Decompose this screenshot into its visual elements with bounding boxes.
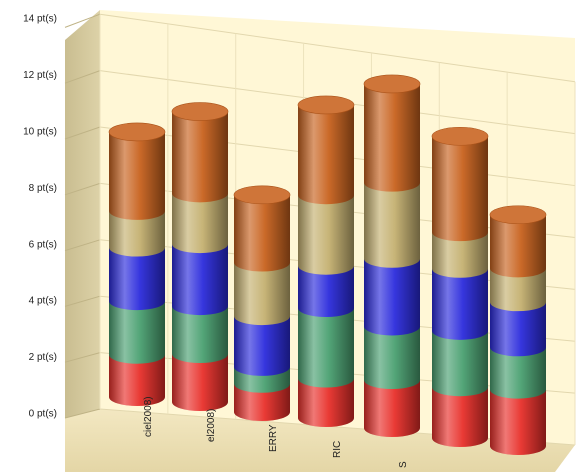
side-grid-line xyxy=(64,239,101,252)
bars-layer xyxy=(108,74,547,455)
x-category-label: ERRY xyxy=(268,424,279,452)
side-grid-line xyxy=(64,352,101,363)
bar-segment xyxy=(490,389,546,455)
side-grid-line xyxy=(64,182,101,196)
x-category-label: ciel2008) xyxy=(143,396,154,437)
y-axis-ticks: 0 pt(s) 2 pt(s) 4 pt(s) 6 pt(s) 8 pt(s) 10 pt… xyxy=(23,14,57,420)
bar-top-cap xyxy=(108,122,166,142)
y-tick-label: 8 pt(s) xyxy=(29,183,57,194)
side-grid-line xyxy=(64,295,101,307)
floor xyxy=(65,409,575,472)
bar-stack xyxy=(171,102,229,411)
bar-segment xyxy=(490,268,546,312)
bar-top-cap xyxy=(431,126,489,146)
bar-segment xyxy=(172,193,229,254)
bar-segment xyxy=(364,380,420,437)
bar-segment xyxy=(432,387,488,447)
side-grid-line xyxy=(64,70,101,84)
bar-stack xyxy=(233,185,291,421)
bar-top-cap xyxy=(297,95,355,115)
side-grid-line xyxy=(64,408,101,419)
side-grid-line xyxy=(64,13,101,28)
side-grid-line xyxy=(64,126,101,140)
bar-segment xyxy=(109,301,166,364)
bar-segment xyxy=(172,306,229,364)
bar-segment xyxy=(109,247,166,311)
side-wall xyxy=(65,10,100,418)
y-tick-label: 2 pt(s) xyxy=(29,352,57,363)
y-tick-label: 0 pt(s) xyxy=(29,409,57,420)
x-category-label: RIC xyxy=(332,441,343,458)
bar-segment xyxy=(298,378,354,427)
bar-top-cap xyxy=(233,185,291,205)
bar-stack xyxy=(489,205,547,455)
bar-segment xyxy=(364,83,420,192)
bar-segment xyxy=(109,354,165,406)
bar-segment xyxy=(298,308,354,388)
bar-stack xyxy=(363,74,421,437)
bar-segment xyxy=(234,262,290,326)
bar-stack xyxy=(431,126,489,447)
bar-segment xyxy=(298,195,354,275)
bar-segment xyxy=(234,194,290,272)
x-category-label: S xyxy=(398,461,409,468)
y-tick-label: 14 pt(s) xyxy=(23,14,57,25)
bar-top-cap xyxy=(489,205,547,225)
bar-stack xyxy=(108,122,166,406)
grid-line xyxy=(99,13,576,83)
bar-segment xyxy=(432,136,488,242)
y-tick-label: 12 pt(s) xyxy=(23,70,57,81)
bar-segment xyxy=(172,111,229,203)
bar-top-cap xyxy=(171,102,229,121)
bar-segment xyxy=(364,258,420,336)
bar-top-cap xyxy=(363,74,421,94)
bar-segment xyxy=(432,330,488,397)
bar-segment xyxy=(490,214,546,278)
bar-segment xyxy=(234,383,290,421)
bar-segment xyxy=(298,104,354,205)
bar-segment xyxy=(432,232,488,278)
bar-segment xyxy=(364,326,420,390)
bar-segment xyxy=(432,268,488,340)
x-category-label: el2008) xyxy=(206,409,217,442)
y-tick-label: 6 pt(s) xyxy=(29,239,57,250)
bar-segment xyxy=(298,265,354,318)
bar-segment xyxy=(172,354,228,411)
x-axis-labels: ciel2008) el2008) ERRY RIC S xyxy=(143,396,409,468)
bar-segment xyxy=(109,210,166,257)
bar-segment xyxy=(172,244,229,316)
bar-segment xyxy=(109,131,166,220)
bar-segment xyxy=(364,182,420,268)
bar-segment xyxy=(490,302,546,357)
bar-stack xyxy=(297,95,355,427)
bar-segment xyxy=(490,347,546,399)
y-tick-label: 4 pt(s) xyxy=(29,296,57,307)
y-tick-label: 10 pt(s) xyxy=(23,127,57,138)
bar-segment xyxy=(234,316,290,376)
